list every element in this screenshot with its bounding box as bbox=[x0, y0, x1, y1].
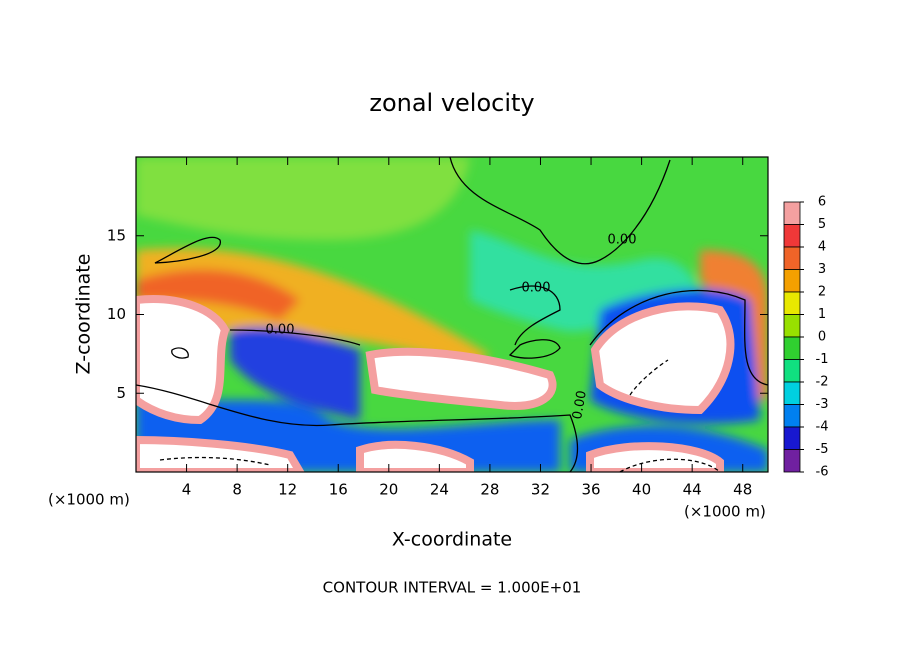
colorbar-label: -2 bbox=[816, 375, 829, 390]
colorbar-label: -5 bbox=[816, 442, 829, 457]
colorbar-label: -3 bbox=[816, 397, 829, 412]
colorbar-segment bbox=[783, 269, 801, 293]
x-tick-label: 16 bbox=[329, 481, 348, 499]
contour-label: 0.00 bbox=[522, 281, 551, 296]
colorbar-segment bbox=[783, 381, 801, 405]
x-tick-label: 8 bbox=[232, 481, 242, 499]
chart-title: zonal velocity bbox=[369, 89, 534, 117]
y-unit: (×1000 m) bbox=[48, 491, 130, 509]
colorbar-segment bbox=[783, 314, 801, 338]
y-axis-title: Z-coordinate bbox=[73, 254, 95, 375]
contour-label: 0.00 bbox=[570, 389, 590, 420]
y-tick-label: 10 bbox=[107, 305, 126, 323]
colorbar-segment bbox=[783, 291, 801, 315]
contour-label: 0.00 bbox=[266, 323, 295, 338]
colorbar-label: 2 bbox=[818, 285, 826, 300]
contour-label: 0.00 bbox=[608, 233, 637, 248]
colorbar-segment bbox=[783, 336, 801, 360]
colorbar-label: 4 bbox=[818, 240, 826, 255]
colorbar-label: 3 bbox=[818, 262, 826, 277]
contour-lines bbox=[136, 157, 768, 472]
x-tick-label: 32 bbox=[531, 481, 550, 499]
colorbar-segment bbox=[783, 426, 801, 450]
colorbar-segment bbox=[783, 246, 801, 270]
y-tick-label: 5 bbox=[116, 384, 126, 402]
x-tick-label: 4 bbox=[182, 481, 192, 499]
colorbar-label: -4 bbox=[816, 420, 829, 435]
x-tick-label: 40 bbox=[632, 481, 651, 499]
x-tick-label: 28 bbox=[480, 481, 499, 499]
x-unit: (×1000 m) bbox=[684, 503, 766, 521]
colorbar-segment bbox=[783, 359, 801, 383]
x-tick-label: 12 bbox=[278, 481, 297, 499]
colorbar-segment bbox=[783, 224, 801, 248]
y-tick-label: 15 bbox=[107, 226, 126, 244]
x-tick-label: 24 bbox=[430, 481, 449, 499]
colorbar-segment bbox=[783, 201, 801, 225]
colorbar-segment bbox=[783, 449, 801, 473]
x-tick-label: 48 bbox=[733, 481, 752, 499]
colorbar-label: 6 bbox=[818, 195, 826, 210]
footer: CONTOUR INTERVAL = 1.000E+01 bbox=[323, 579, 582, 597]
colorbar-label: 5 bbox=[818, 217, 826, 232]
field bbox=[136, 157, 768, 472]
colorbar-label: -1 bbox=[816, 352, 829, 367]
colorbar-label: 1 bbox=[818, 307, 826, 322]
colorbar-label: 0 bbox=[818, 330, 826, 345]
colorbar-label: -6 bbox=[816, 465, 829, 480]
x-tick-label: 36 bbox=[581, 481, 600, 499]
x-axis-title: X-coordinate bbox=[392, 529, 512, 551]
colorbar-segment bbox=[783, 404, 801, 428]
x-tick-label: 20 bbox=[379, 481, 398, 499]
x-tick-label: 44 bbox=[683, 481, 702, 499]
